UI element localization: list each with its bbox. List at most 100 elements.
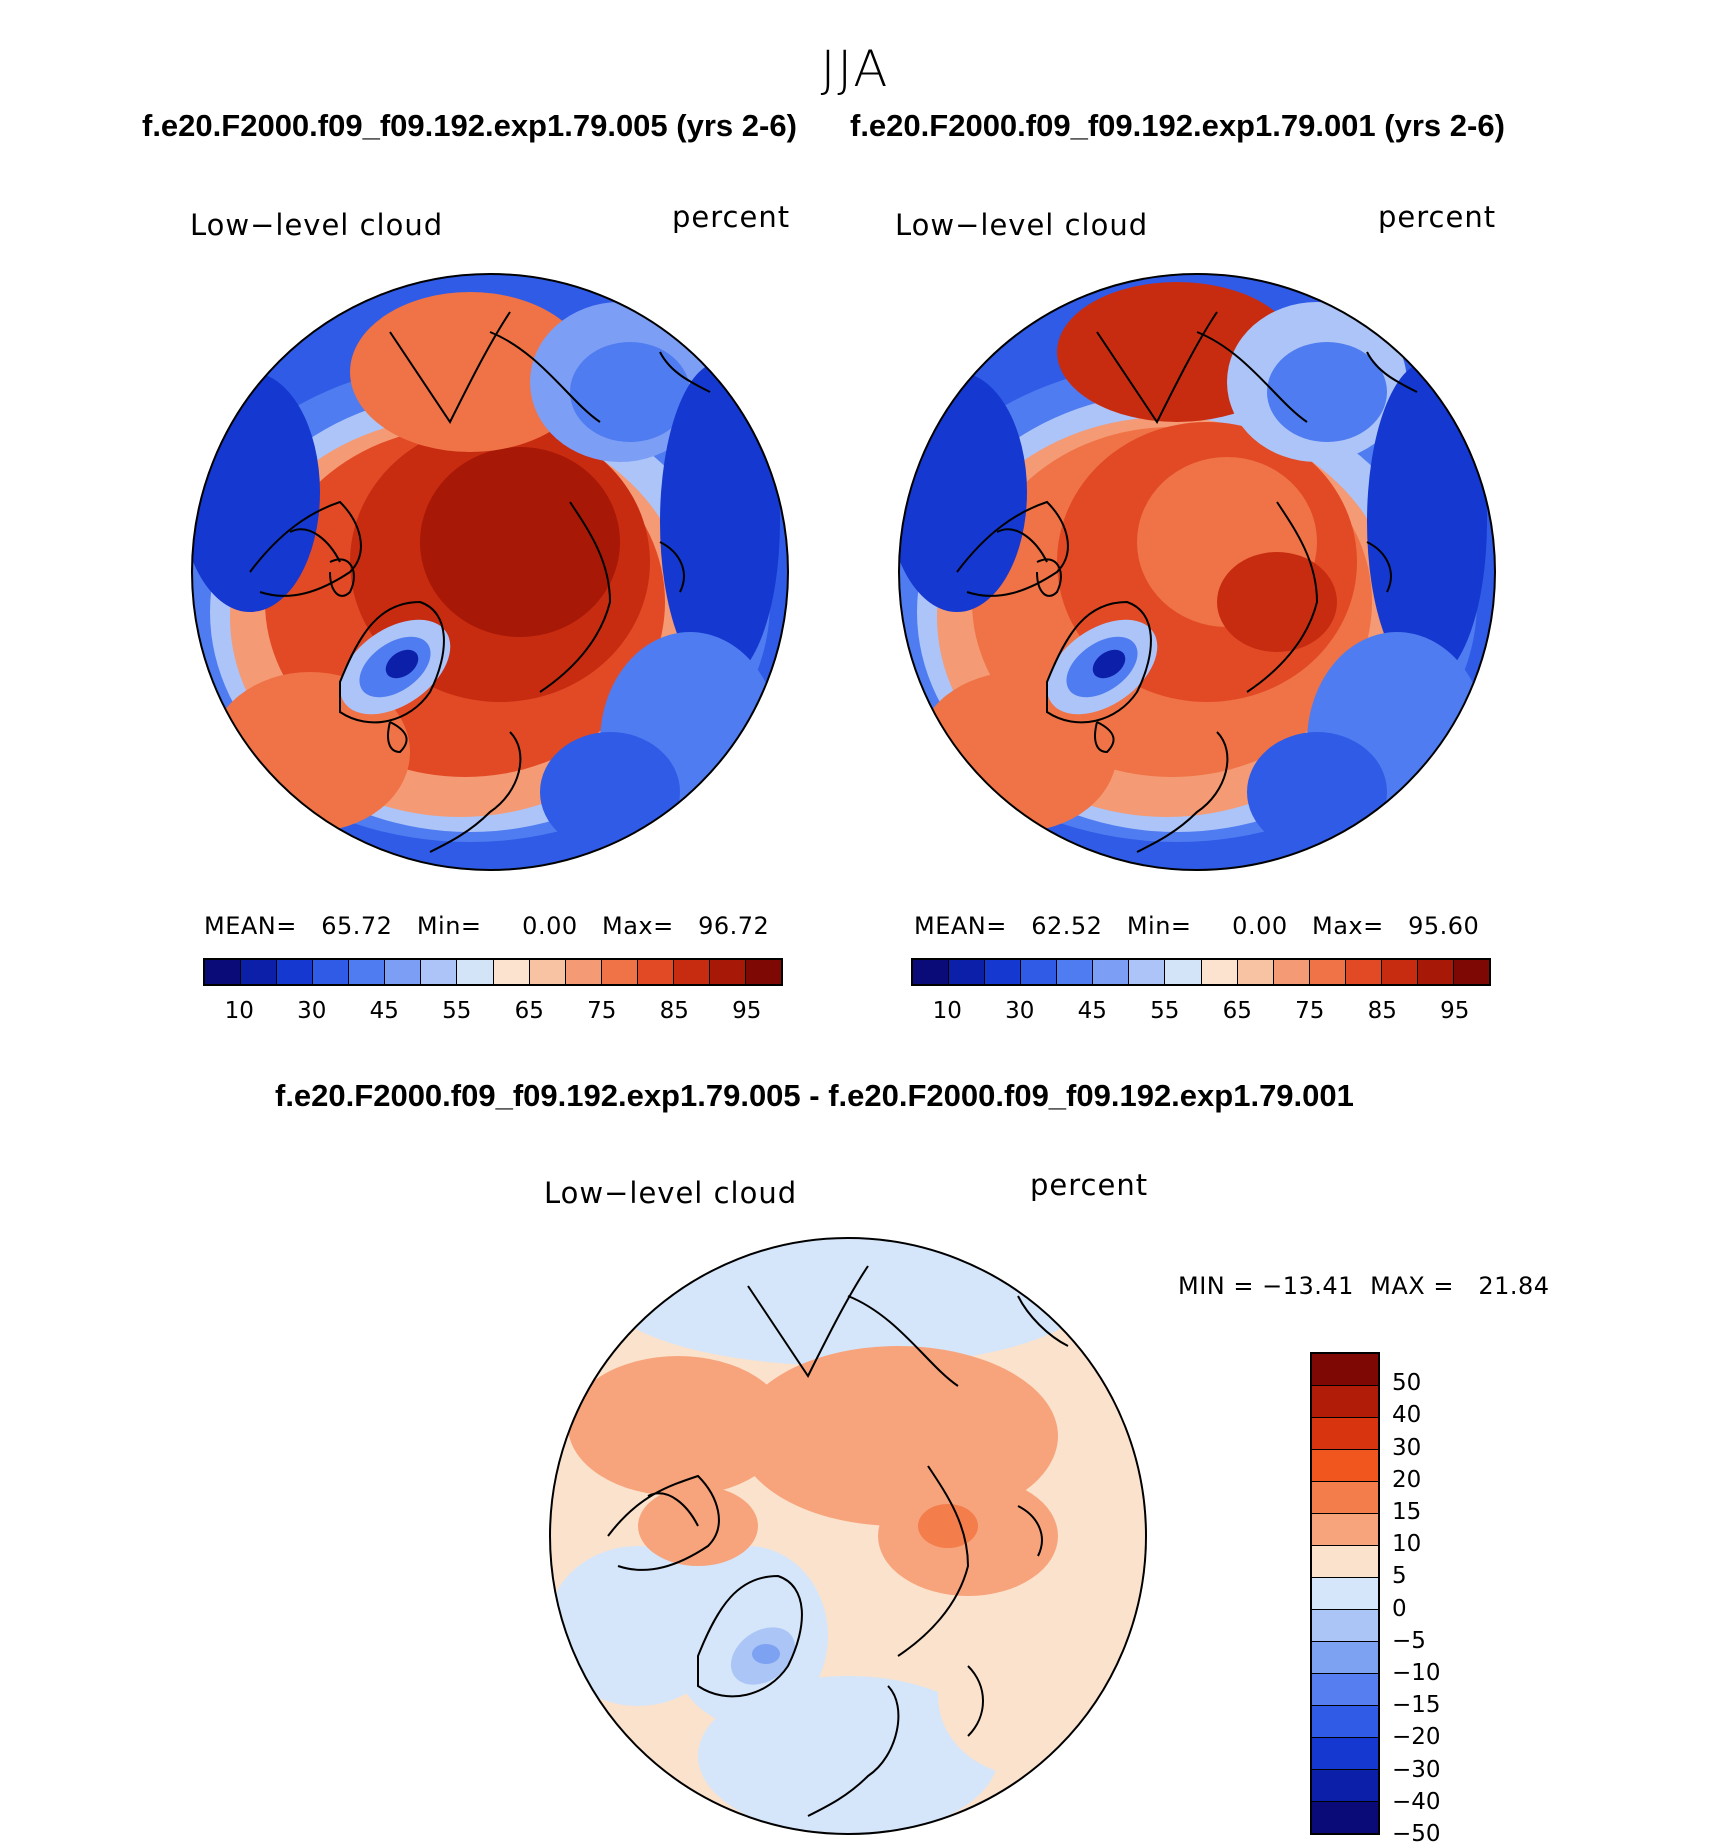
- panel-2-colorbar-tick-label: 10: [932, 998, 962, 1024]
- panel-2-units: percent: [1378, 200, 1497, 234]
- diff-colorbar-swatch: [1312, 1354, 1378, 1385]
- panel-1-colorbar-swatch: [456, 960, 493, 984]
- panel-2-colorbar-swatch: [1164, 960, 1201, 984]
- panel-2-colorbar-swatch: [1200, 960, 1237, 984]
- season-title: JJA: [820, 40, 890, 98]
- diff-colorbar-tick-label: −5: [1392, 1627, 1426, 1654]
- panel-2-colorbar-tick-label: 65: [1222, 998, 1252, 1024]
- diff-colorbar-tick-label: −20: [1392, 1724, 1441, 1751]
- panel-1-colorbar-swatch: [240, 960, 277, 984]
- panel-2-colorbar-swatch: [1128, 960, 1165, 984]
- panel-2-colorbar-swatch: [1452, 960, 1489, 984]
- panel-2-colorbar: [911, 958, 1491, 986]
- panel-1-colorbar: [203, 958, 783, 986]
- panel-2-colorbar-tick-label: 45: [1077, 998, 1107, 1024]
- panel-2-colorbar-tick-label: 55: [1150, 998, 1180, 1024]
- panel-2-colorbar-swatch: [1236, 960, 1273, 984]
- diff-colorbar-tick-label: 5: [1392, 1563, 1407, 1590]
- panel-1-units: percent: [672, 200, 791, 234]
- panel-2-colorbar-tick-label: 85: [1367, 998, 1397, 1024]
- diff-colorbar-swatch: [1312, 1705, 1378, 1737]
- panel-1-colorbar-swatch: [636, 960, 673, 984]
- panel-2-colorbar-swatch: [1056, 960, 1093, 984]
- panel-1-colorbar-swatch: [492, 960, 529, 984]
- panel-1-colorbar-swatch: [384, 960, 421, 984]
- diff-colorbar-tick-label: −15: [1392, 1692, 1441, 1719]
- diff-panel-polar-map: [549, 1237, 1147, 1835]
- diff-colorbar-swatch: [1312, 1385, 1378, 1417]
- diff-colorbar-tick-label: −40: [1392, 1788, 1441, 1815]
- diff-colorbar-swatch: [1312, 1673, 1378, 1705]
- diff-colorbar-tick-label: 50: [1392, 1370, 1422, 1397]
- diff-colorbar-tick-label: −50: [1392, 1821, 1441, 1847]
- diff-colorbar-swatch: [1312, 1769, 1378, 1801]
- diff-colorbar-labels: 50 40 30 20 15 10 5 0 −5 −10 −15 −20 −30 −40 −50: [1392, 1352, 1472, 1847]
- case-a-title: f.e20.F2000.f09_f09.192.exp1.79.005 (yrs…: [142, 108, 797, 143]
- panel-2-colorbar-swatch: [1272, 960, 1309, 984]
- diff-colorbar-swatch: [1312, 1641, 1378, 1673]
- case-b-title: f.e20.F2000.f09_f09.192.exp1.79.001 (yrs…: [850, 108, 1505, 143]
- panel-2-colorbar-swatch: [984, 960, 1021, 984]
- panel-1-colorbar-labels: 10 30 45 55 65 75 85 95: [203, 998, 783, 1028]
- diff-colorbar: [1310, 1352, 1380, 1835]
- panel-1-colorbar-swatch: [564, 960, 601, 984]
- diff-colorbar-swatch: [1312, 1481, 1378, 1513]
- panel-2-colorbar-swatch: [1344, 960, 1381, 984]
- panel-1-colorbar-swatch: [600, 960, 637, 984]
- panel-2-colorbar-swatch: [1416, 960, 1453, 984]
- panel-1-colorbar-swatch: [420, 960, 457, 984]
- panel-1-colorbar-tick-label: 45: [369, 998, 399, 1024]
- panel-2-stats: MEAN= 62.52 Min= 0.00 Max= 95.60: [914, 912, 1480, 940]
- diff-panel-stats: MIN = −13.41 MAX = 21.84: [1178, 1272, 1550, 1300]
- panel-1-colorbar-swatch: [276, 960, 313, 984]
- panel-1-colorbar-tick-label: 75: [587, 998, 617, 1024]
- panel-2-colorbar-tick-label: 75: [1295, 998, 1325, 1024]
- diff-colorbar-tick-label: 15: [1392, 1499, 1422, 1525]
- panel-2-colorbar-swatch: [1308, 960, 1345, 984]
- diff-colorbar-swatch: [1312, 1545, 1378, 1577]
- panel-2-colorbar-tick-label: 30: [1005, 998, 1035, 1024]
- panel-2-colorbar-swatch: [1380, 960, 1417, 984]
- diff-colorbar-swatch: [1312, 1417, 1378, 1449]
- panel-1-colorbar-swatch: [205, 960, 241, 984]
- diff-colorbar-tick-label: −30: [1392, 1756, 1441, 1783]
- panel-1-colorbar-swatch: [312, 960, 349, 984]
- difference-title: f.e20.F2000.f09_f09.192.exp1.79.005 - f.…: [275, 1078, 1354, 1113]
- panel-1-variable: Low−level cloud: [190, 208, 444, 242]
- diff-colorbar-tick-label: 20: [1392, 1466, 1422, 1493]
- diff-colorbar-swatch: [1312, 1449, 1378, 1481]
- diff-panel-units: percent: [1030, 1168, 1149, 1202]
- diff-colorbar-tick-label: −10: [1392, 1660, 1441, 1686]
- panel-2-variable: Low−level cloud: [895, 208, 1149, 242]
- diff-colorbar-swatch: [1312, 1609, 1378, 1641]
- panel-2-colorbar-tick-label: 95: [1440, 998, 1470, 1024]
- panel-2-colorbar-swatch: [1020, 960, 1057, 984]
- panel-1-colorbar-tick-label: 30: [297, 998, 327, 1024]
- diff-colorbar-tick-label: 10: [1392, 1531, 1422, 1558]
- panel-1-stats: MEAN= 65.72 Min= 0.00 Max= 96.72: [204, 912, 770, 940]
- diff-colorbar-tick-label: 40: [1392, 1402, 1422, 1429]
- diff-colorbar-tick-label: 30: [1392, 1434, 1422, 1461]
- panel-1-colorbar-tick-label: 55: [442, 998, 472, 1024]
- panel-2-colorbar-swatch: [913, 960, 949, 984]
- diff-colorbar-tick-label: 0: [1392, 1595, 1407, 1622]
- panel-1-colorbar-tick-label: 10: [224, 998, 254, 1024]
- panel-1-polar-map: [191, 273, 789, 871]
- panel-1-colorbar-swatch: [744, 960, 781, 984]
- diff-panel-variable: Low−level cloud: [544, 1176, 798, 1210]
- panel-1-colorbar-tick-label: 85: [659, 998, 689, 1024]
- panel-1-colorbar-swatch: [348, 960, 385, 984]
- panel-2-colorbar-swatch: [1092, 960, 1129, 984]
- panel-2-colorbar-swatch: [948, 960, 985, 984]
- panel-2-polar-map: [898, 273, 1496, 871]
- panel-1-colorbar-swatch: [528, 960, 565, 984]
- diff-colorbar-swatch: [1312, 1737, 1378, 1769]
- diff-colorbar-swatch: [1312, 1801, 1378, 1833]
- panel-1-colorbar-tick-label: 95: [732, 998, 762, 1024]
- panel-1-colorbar-tick-label: 65: [514, 998, 544, 1024]
- panel-1-colorbar-swatch: [708, 960, 745, 984]
- diff-colorbar-swatch: [1312, 1577, 1378, 1609]
- panel-1-colorbar-swatch: [672, 960, 709, 984]
- panel-2-colorbar-labels: 10 30 45 55 65 75 85 95: [911, 998, 1491, 1028]
- diff-colorbar-swatch: [1312, 1513, 1378, 1545]
